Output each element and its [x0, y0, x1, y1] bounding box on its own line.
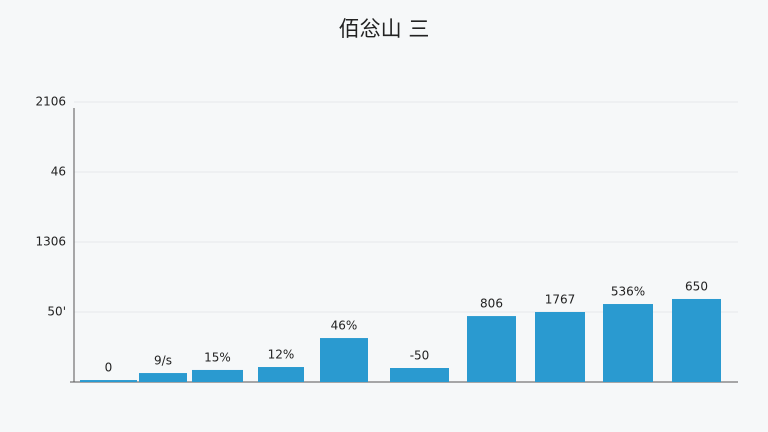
bar — [192, 369, 243, 382]
bar — [603, 304, 653, 382]
value-label: 12% — [268, 348, 295, 362]
bar — [535, 312, 585, 382]
value-label: 15% — [204, 350, 231, 364]
bar — [320, 338, 368, 382]
y-tick-label: 1306 — [35, 235, 66, 249]
value-label: -50 — [410, 349, 430, 363]
value-label: 1767 — [545, 293, 576, 307]
bar — [467, 316, 516, 382]
y-tick-label: 50' — [47, 305, 66, 319]
value-label: 0 — [105, 361, 113, 375]
value-label: 46% — [331, 319, 358, 333]
value-label: 536% — [611, 285, 645, 299]
value-label: 650 — [685, 279, 708, 293]
bar — [80, 380, 137, 382]
y-tick-label: 2106 — [35, 95, 66, 109]
bar — [139, 373, 187, 382]
value-label: 9/s — [154, 354, 172, 368]
y-tick-label: 46 — [51, 165, 66, 179]
bar — [258, 367, 304, 382]
bar — [672, 298, 721, 382]
bar — [390, 368, 449, 382]
chart-title: 佰忩山 三 — [339, 17, 430, 41]
value-label: 806 — [480, 297, 503, 311]
